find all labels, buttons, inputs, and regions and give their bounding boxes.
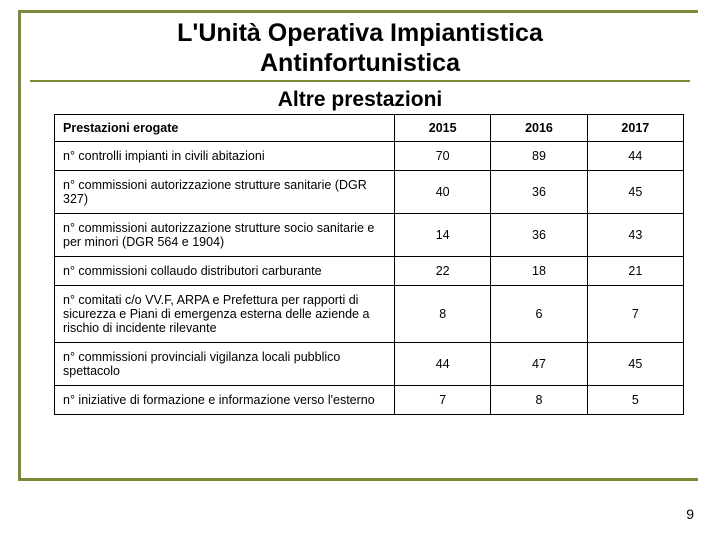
row-value: 44 (395, 343, 491, 386)
row-value: 7 (395, 386, 491, 415)
row-value: 21 (587, 257, 683, 286)
table-row: n° comitati c/o VV.F, ARPA e Prefettura … (55, 286, 684, 343)
row-value: 22 (395, 257, 491, 286)
slide-title: L'Unità Operativa Impiantistica Antinfor… (18, 10, 702, 78)
table-header-row: Prestazioni erogate 2015 2016 2017 (55, 115, 684, 142)
prestazioni-table: Prestazioni erogate 2015 2016 2017 n° co… (54, 114, 684, 415)
row-value: 14 (395, 214, 491, 257)
header-year-2017: 2017 (587, 115, 683, 142)
table-row: n° controlli impianti in civili abitazio… (55, 142, 684, 171)
table-body: n° controlli impianti in civili abitazio… (55, 142, 684, 415)
slide-subtitle: Altre prestazioni (18, 88, 702, 112)
row-label: n° commissioni provinciali vigilanza loc… (55, 343, 395, 386)
table-container: Prestazioni erogate 2015 2016 2017 n° co… (54, 114, 684, 415)
row-value: 7 (587, 286, 683, 343)
title-line-1: L'Unità Operativa Impiantistica (177, 19, 543, 47)
row-value: 18 (491, 257, 587, 286)
row-value: 8 (395, 286, 491, 343)
slide-border-top (18, 10, 698, 13)
row-value: 5 (587, 386, 683, 415)
slide-border-bottom (18, 478, 698, 481)
table-row: n° commissioni provinciali vigilanza loc… (55, 343, 684, 386)
title-line-2: Antinfortunistica (260, 49, 460, 77)
table-row: n° commissioni collaudo distributori car… (55, 257, 684, 286)
row-value: 8 (491, 386, 587, 415)
table-row: n° commissioni autorizzazione strutture … (55, 214, 684, 257)
row-value: 89 (491, 142, 587, 171)
row-value: 45 (587, 343, 683, 386)
row-value: 44 (587, 142, 683, 171)
row-value: 47 (491, 343, 587, 386)
header-year-2015: 2015 (395, 115, 491, 142)
row-value: 45 (587, 171, 683, 214)
row-label: n° commissioni collaudo distributori car… (55, 257, 395, 286)
row-value: 70 (395, 142, 491, 171)
row-label: n° commissioni autorizzazione strutture … (55, 214, 395, 257)
slide-border-left (18, 10, 21, 478)
row-label: n° iniziative di formazione e informazio… (55, 386, 395, 415)
row-value: 36 (491, 171, 587, 214)
slide: L'Unità Operativa Impiantistica Antinfor… (0, 0, 720, 540)
row-value: 6 (491, 286, 587, 343)
header-year-2016: 2016 (491, 115, 587, 142)
row-label: n° controlli impianti in civili abitazio… (55, 142, 395, 171)
table-row: n° iniziative di formazione e informazio… (55, 386, 684, 415)
row-value: 40 (395, 171, 491, 214)
title-underline (30, 80, 690, 82)
row-value: 36 (491, 214, 587, 257)
row-label: n° comitati c/o VV.F, ARPA e Prefettura … (55, 286, 395, 343)
row-label: n° commissioni autorizzazione strutture … (55, 171, 395, 214)
header-label: Prestazioni erogate (55, 115, 395, 142)
table-row: n° commissioni autorizzazione strutture … (55, 171, 684, 214)
page-number: 9 (686, 506, 694, 522)
row-value: 43 (587, 214, 683, 257)
